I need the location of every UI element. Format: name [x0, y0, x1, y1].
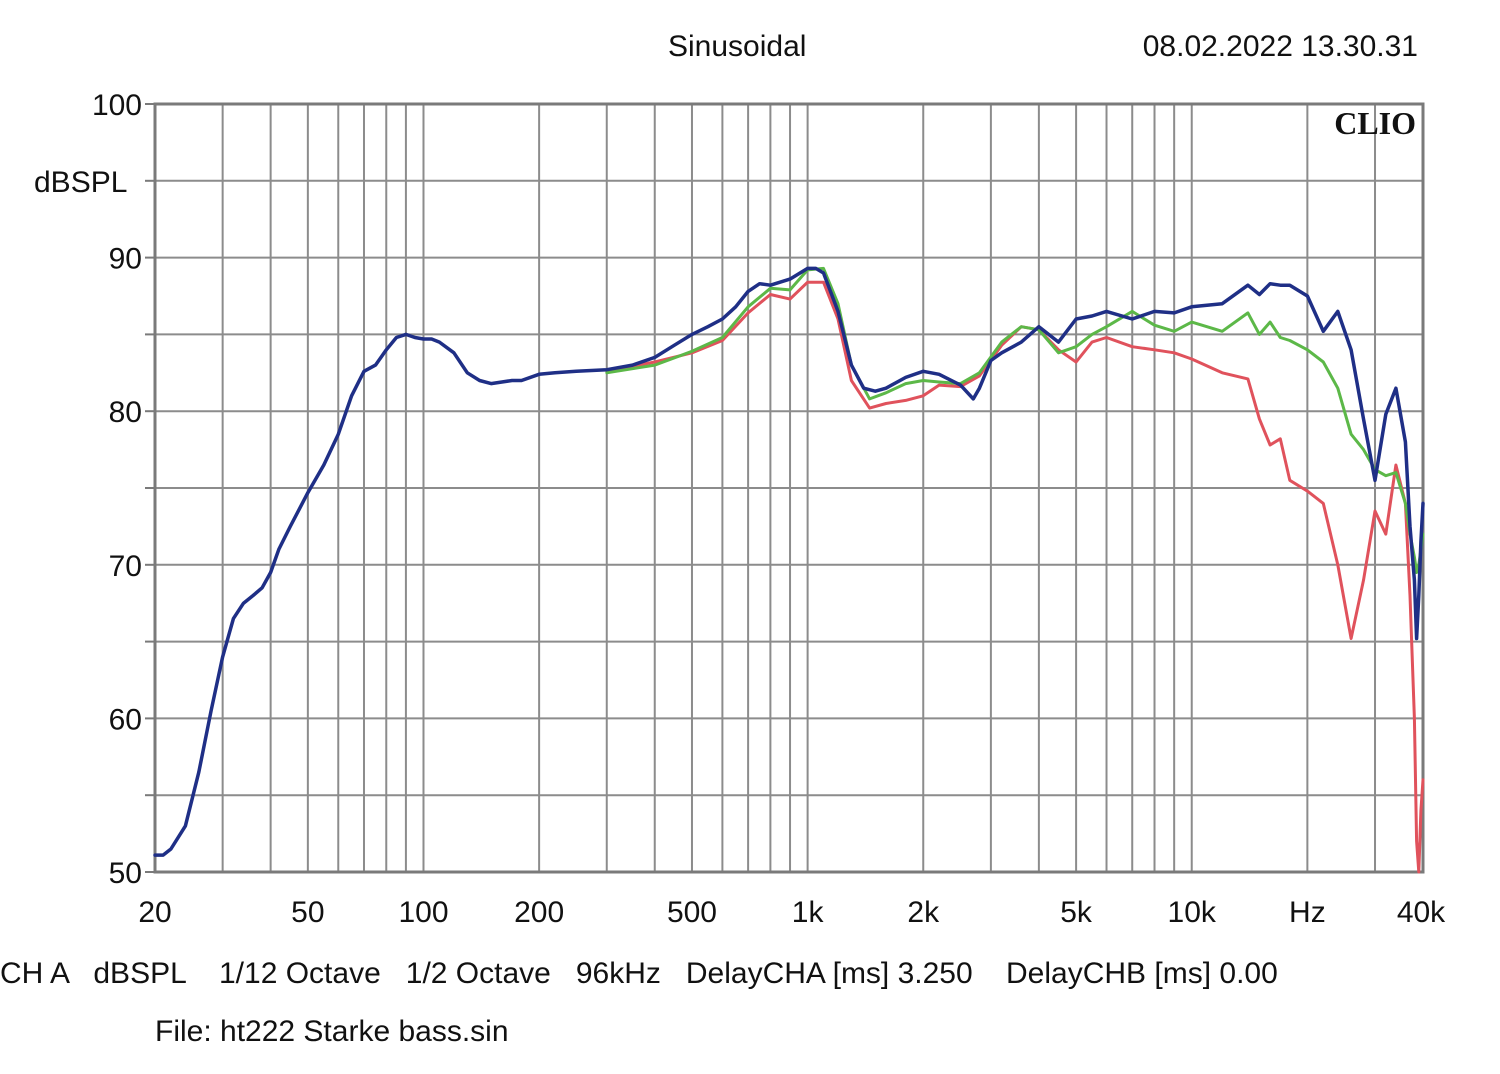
y-tick-label: 60: [109, 703, 142, 736]
x-tick-label: 20: [138, 896, 171, 929]
timestamp: 08.02.2022 13.30.31: [1143, 30, 1418, 63]
plot-frame: [153, 102, 1425, 874]
grid: [145, 103, 1423, 873]
x-tick-label: 5k: [1060, 896, 1093, 929]
y-tick-label: 100: [92, 89, 142, 122]
y-tick-labels: 100 90 80 70 60 50: [92, 89, 142, 890]
y-tick-label: 70: [109, 550, 142, 583]
x-tick-label: 50: [291, 896, 324, 929]
x-tick-label: 200: [514, 896, 564, 929]
series-group: [153, 266, 1425, 874]
file-name: File: ht222 Starke bass.sin: [155, 1015, 509, 1048]
x-tick-label: 100: [398, 896, 448, 929]
series-line-3: [153, 266, 1425, 857]
x-tick-label: 10k: [1168, 896, 1217, 929]
series-line-2: [605, 266, 1425, 574]
x-tick-label: 500: [667, 896, 717, 929]
x-tick-label: Hz: [1289, 896, 1326, 929]
settings-line: CH A dBSPL 1/12 Octave 1/2 Octave 96kHz …: [0, 957, 1278, 990]
y-tick-label: 80: [109, 396, 142, 429]
y-tick-label: 90: [109, 243, 142, 276]
y-tick-label: 50: [109, 857, 142, 890]
x-tick-label: 2k: [907, 896, 940, 929]
series-line-1: [605, 280, 1425, 874]
x-tick-label: 40k: [1397, 896, 1446, 929]
x-tick-labels: 20 50 100 200 500 1k 2k 5k 10k Hz 40k: [138, 896, 1446, 929]
clio-logo: CLIO: [1334, 105, 1416, 141]
y-unit-label: dBSPL: [34, 166, 127, 199]
x-tick-label: 1k: [792, 896, 825, 929]
measurement-mode: Sinusoidal: [668, 30, 806, 63]
